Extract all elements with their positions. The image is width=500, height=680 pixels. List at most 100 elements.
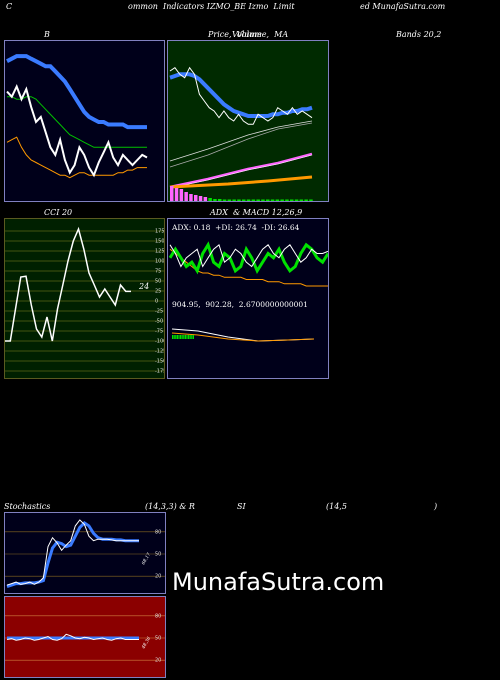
svg-rsi-tick-label: 80 — [155, 613, 161, 619]
pv-volume-bar — [170, 186, 174, 201]
pv-volume-bar — [290, 199, 294, 201]
rsi-title: SI — [237, 502, 246, 511]
header-title: ommon Indicators IZMO_BE Izmo Limit — [128, 2, 295, 11]
price-volume-title: Price, Volume, MA — [208, 30, 289, 39]
pv-volume-bar — [194, 195, 198, 201]
pv-volume-bar — [285, 199, 289, 201]
adx-readout: ADX: 0.18 +DI: 26.74 -DI: 26.64 — [172, 223, 300, 232]
cci-tick-label: 100 — [155, 259, 165, 265]
cci-title: CCI 20 — [44, 208, 73, 217]
pv-volume-bar — [261, 199, 265, 201]
pv-volume-bar — [246, 199, 251, 201]
bollinger-chart — [6, 54, 148, 179]
macd-histogram-bar — [181, 335, 183, 339]
pv-volume-bar — [208, 198, 212, 201]
pv-volume-bar — [299, 199, 304, 201]
pv-volume-bar — [198, 196, 203, 201]
macd-histogram-bar — [172, 335, 174, 339]
cci-tick-label: 50 — [155, 279, 161, 285]
cci-tick-label: 75 — [155, 269, 161, 275]
pv-volume-bar — [218, 199, 222, 201]
cci-tick-label: -125 — [155, 349, 165, 355]
pv-volume-bar — [275, 199, 280, 201]
pv-volume-bar — [294, 199, 299, 201]
pv-volume-bar — [237, 199, 241, 201]
rsi-params: (14,5 — [326, 502, 347, 511]
cci-chart: 175 150 125 100 75 50 25 0 -25 -50 -75 -100 -125 -150… — [5, 226, 165, 375]
cci-tick-label: -50 — [155, 319, 163, 325]
macd-histogram-bar — [175, 335, 177, 339]
stoch-params: (14,3,3) & R — [145, 502, 195, 511]
rsi-panel: 80 50 20 48.36 — [4, 596, 166, 678]
price-volume-overlap-title: Volume — [232, 30, 262, 39]
macd-histogram-bar — [183, 335, 185, 339]
pv-volume-bar — [309, 199, 313, 201]
cci-tick-label: 175 — [155, 229, 165, 235]
svg-stoch-tick-label: 20 — [155, 574, 161, 580]
adx-macd-title: ADX & MACD 12,26,9 — [210, 208, 303, 217]
bollinger-upper-band — [7, 96, 147, 148]
cci-value-label: 24 — [138, 282, 149, 291]
stoch-value-label: 68.17 — [141, 552, 153, 566]
bollinger-lower-band — [6, 136, 147, 179]
adx-macd-chart — [168, 241, 328, 342]
pv-volume-bar — [270, 199, 275, 201]
pv-volume-bar — [213, 199, 217, 201]
svg-rsi-tick-label: 50 — [155, 636, 161, 642]
macd-histogram-bar — [176, 335, 178, 339]
cci-tick-label: -175 — [155, 369, 165, 375]
bands-title: Bands 20,2 — [396, 30, 442, 39]
adx-minus-di-line — [169, 243, 328, 268]
pv-price-line — [169, 66, 313, 125]
macd-histogram-bar — [173, 335, 175, 339]
macd-histogram-bar — [184, 335, 186, 339]
cci-tick-label: -75 — [155, 329, 163, 335]
macd-histogram-bar — [191, 335, 193, 339]
bollinger-title: B — [44, 30, 50, 39]
pv-volume-bar — [242, 199, 246, 201]
pv-volume-bar — [174, 188, 179, 201]
macd-histogram-bar — [178, 335, 180, 339]
pv-volume-bar — [251, 199, 256, 201]
stoch-d-line — [6, 520, 139, 589]
adx-plus-di-line — [168, 241, 328, 275]
price-volume-chart — [169, 66, 313, 201]
pv-volume-bar — [232, 199, 236, 201]
svg-rsi-tick-label: 20 — [155, 658, 161, 664]
cci-panel: 175 150 125 100 75 50 25 0 -25 -50 -75 -100 -125 -150… — [4, 218, 165, 379]
pv-volume-bar — [304, 199, 308, 201]
watermark: MunafaSutra.com — [172, 568, 385, 596]
macd-histogram-bar — [180, 335, 182, 339]
adx-macd-panel: ADX: 0.18 +DI: 26.74 -DI: 26.64 904.95, … — [167, 218, 329, 379]
macd-histogram-bar — [192, 335, 194, 339]
svg-stoch-tick-label: 50 — [155, 552, 161, 558]
macd-histogram-bar — [188, 335, 190, 339]
cci-tick-label: 25 — [155, 289, 161, 295]
stoch-k-line — [6, 519, 139, 586]
bollinger-price-line — [6, 83, 148, 178]
pv-volume-bar — [179, 189, 184, 201]
pv-ma-long-2 — [169, 122, 313, 168]
bollinger-middle-band — [6, 54, 147, 130]
cci-tick-label: -25 — [155, 309, 163, 315]
macd-histogram-bar — [189, 335, 191, 339]
pv-volume-bar — [227, 199, 232, 201]
stochastics-panel: 80 50 20 68.17 — [4, 512, 166, 594]
pv-volume-bar — [189, 194, 193, 201]
pv-volume-bar — [222, 199, 227, 201]
pv-ma-pink — [169, 152, 313, 189]
pv-volume-bar — [256, 199, 260, 201]
cci-tick-label: 150 — [155, 239, 165, 245]
cci-tick-label: 125 — [155, 249, 165, 255]
bollinger-panel — [4, 40, 165, 202]
pv-volume-bar — [184, 192, 188, 201]
cci-line — [5, 226, 131, 342]
macd-signal-line — [171, 332, 315, 342]
pv-volume-bar — [203, 197, 208, 201]
macd-histogram-bar — [186, 335, 188, 339]
header-site: ed MunafaSutra.com — [360, 2, 446, 11]
pv-ma-orange — [169, 175, 313, 189]
price-volume-panel — [167, 40, 329, 202]
macd-readout: 904.95, 902.28, 2.6700000000001 — [172, 300, 308, 309]
